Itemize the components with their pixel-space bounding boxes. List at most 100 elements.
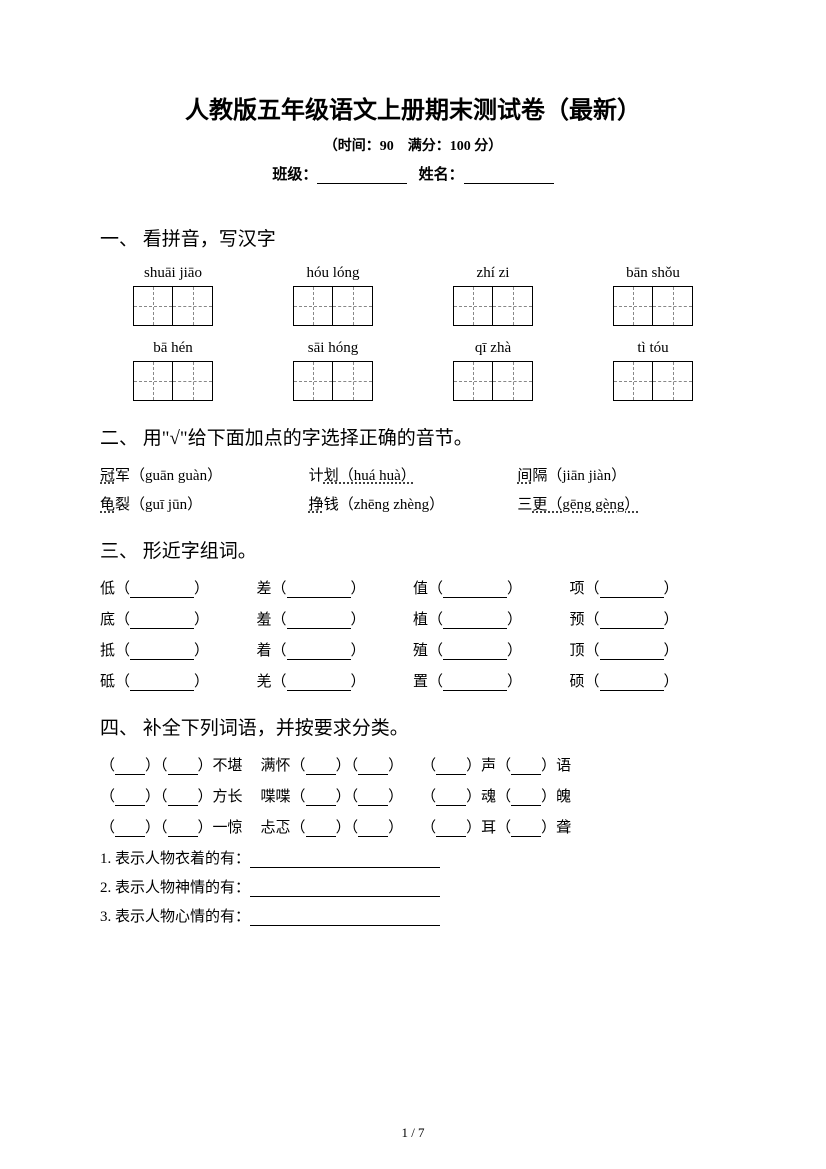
name-label: 姓名：: [419, 167, 464, 183]
q2-item: 冠军（guān guàn）: [100, 464, 309, 485]
q4-phrase: （）（）方长: [100, 785, 243, 806]
answer-blank[interactable]: [443, 616, 507, 629]
answer-blank[interactable]: [168, 793, 198, 806]
q4-phrase: （）声（）语: [421, 754, 571, 775]
answer-blank[interactable]: [115, 824, 145, 837]
q2-item: 间隔（jiān jiàn）: [517, 464, 726, 485]
q3-item: 低（）: [100, 577, 257, 598]
char-box-pair[interactable]: [268, 361, 398, 401]
page-subtitle: （时间：90 满分：100 分）: [100, 135, 726, 155]
q4-phrase: 喋喋（）（）: [261, 785, 404, 806]
char-box-row: [100, 286, 726, 326]
answer-blank[interactable]: [250, 884, 440, 897]
answer-blank[interactable]: [358, 762, 388, 775]
q3-item: 砥（）: [100, 670, 257, 691]
answer-blank[interactable]: [511, 824, 541, 837]
q3-item: 植（）: [413, 608, 570, 629]
answer-blank[interactable]: [130, 678, 194, 691]
q3-item: 羌（）: [257, 670, 414, 691]
answer-blank[interactable]: [306, 793, 336, 806]
answer-blank[interactable]: [306, 824, 336, 837]
q4-phrase: （）耳（）聋: [421, 816, 571, 837]
char-box-pair[interactable]: [428, 286, 558, 326]
section1-header: 一、 看拼音，写汉字: [100, 224, 726, 251]
char-box-pair[interactable]: [588, 361, 718, 401]
q3-item: 置（）: [413, 670, 570, 691]
q4-line-1: 1. 表示人物衣着的有：: [100, 847, 726, 868]
q3-item: 值（）: [413, 577, 570, 598]
name-blank[interactable]: [464, 170, 554, 184]
answer-blank[interactable]: [600, 585, 664, 598]
answer-blank[interactable]: [600, 678, 664, 691]
pinyin-label: bān shǒu: [588, 265, 718, 282]
char-box-pair[interactable]: [268, 286, 398, 326]
pinyin-label: sāi hóng: [268, 340, 398, 357]
q3-item: 项（）: [570, 577, 727, 598]
q3-row: 砥（）羌（）置（）硕（）: [100, 670, 726, 691]
student-info-line: 班级： 姓名：: [100, 163, 726, 184]
q3-item: 硕（）: [570, 670, 727, 691]
page-number: 1 / 7: [0, 1125, 826, 1141]
char-box-pair[interactable]: [108, 286, 238, 326]
q4-row: （）（）不堪满怀（）（）（）声（）语: [100, 754, 726, 775]
answer-blank[interactable]: [250, 913, 440, 926]
answer-blank[interactable]: [443, 647, 507, 660]
answer-blank[interactable]: [115, 762, 145, 775]
q2-row: 冠军（guān guàn） 计划（huá huà） 间隔（jiān jiàn）: [100, 464, 726, 485]
answer-blank[interactable]: [130, 616, 194, 629]
q3-item: 顶（）: [570, 639, 727, 660]
q4-phrase: （）魂（）魄: [421, 785, 571, 806]
q3-item: 着（）: [257, 639, 414, 660]
answer-blank[interactable]: [600, 647, 664, 660]
pinyin-row-2: bā hén sāi hóng qī zhà tì tóu: [100, 340, 726, 357]
pinyin-label: zhí zi: [428, 265, 558, 282]
answer-blank[interactable]: [358, 793, 388, 806]
q3-item: 差（）: [257, 577, 414, 598]
answer-blank[interactable]: [600, 616, 664, 629]
pinyin-label: shuāi jiāo: [108, 265, 238, 282]
char-box-pair[interactable]: [428, 361, 558, 401]
answer-blank[interactable]: [287, 616, 351, 629]
answer-blank[interactable]: [130, 585, 194, 598]
answer-blank[interactable]: [306, 762, 336, 775]
pinyin-label: tì tóu: [588, 340, 718, 357]
answer-blank[interactable]: [436, 824, 466, 837]
answer-blank[interactable]: [250, 855, 440, 868]
q3-row: 低（）差（）值（）项（）: [100, 577, 726, 598]
page-title: 人教版五年级语文上册期末测试卷（最新）: [100, 90, 726, 125]
answer-blank[interactable]: [436, 793, 466, 806]
class-blank[interactable]: [317, 170, 407, 184]
class-label: 班级：: [272, 167, 317, 183]
char-box-pair[interactable]: [588, 286, 718, 326]
answer-blank[interactable]: [130, 647, 194, 660]
answer-blank[interactable]: [511, 762, 541, 775]
answer-blank[interactable]: [443, 678, 507, 691]
q4-phrase: 忐忑（）（）: [261, 816, 404, 837]
answer-blank[interactable]: [287, 585, 351, 598]
answer-blank[interactable]: [511, 793, 541, 806]
q3-item: 底（）: [100, 608, 257, 629]
q4-line-3: 3. 表示人物心情的有：: [100, 905, 726, 926]
answer-blank[interactable]: [168, 762, 198, 775]
q3-item: 预（）: [570, 608, 727, 629]
q2-item: 挣钱（zhēng zhèng）: [309, 493, 518, 514]
section2-header: 二、 用"√"给下面加点的字选择正确的音节。: [100, 423, 726, 450]
answer-blank[interactable]: [287, 678, 351, 691]
answer-blank[interactable]: [358, 824, 388, 837]
q2-item: 三更（gēng gèng）: [517, 493, 726, 514]
answer-blank[interactable]: [436, 762, 466, 775]
answer-blank[interactable]: [287, 647, 351, 660]
section4-header: 四、 补全下列词语，并按要求分类。: [100, 713, 726, 740]
answer-blank[interactable]: [168, 824, 198, 837]
answer-blank[interactable]: [115, 793, 145, 806]
q3-item: 殖（）: [413, 639, 570, 660]
q4-phrase: 满怀（）（）: [261, 754, 404, 775]
char-box-pair[interactable]: [108, 361, 238, 401]
answer-blank[interactable]: [443, 585, 507, 598]
q4-row: （）（）方长喋喋（）（） （）魂（）魄: [100, 785, 726, 806]
q3-row: 抵（）着（）殖（）顶（）: [100, 639, 726, 660]
q3-row: 底（）羞（）植（）预（）: [100, 608, 726, 629]
char-box-row: [100, 361, 726, 401]
q4-line-2: 2. 表示人物神情的有：: [100, 876, 726, 897]
pinyin-label: hóu lóng: [268, 265, 398, 282]
